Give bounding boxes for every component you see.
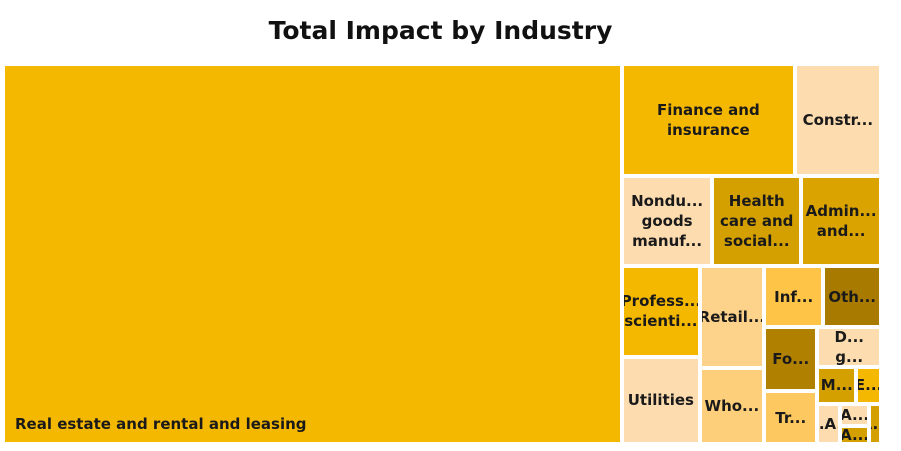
tile: Tr... <box>763 391 818 444</box>
tile: A... <box>839 404 870 427</box>
tile: Fo... <box>763 327 818 392</box>
tile: Retail... <box>699 265 764 368</box>
chart-title: Total Impact by Industry <box>268 16 613 45</box>
tile: Real estate and rental and leasing <box>3 64 623 444</box>
tile-label: Oth... <box>828 287 877 306</box>
tile: Profess... scienti... <box>622 265 700 357</box>
tile-label: D... g... <box>834 327 864 366</box>
tile: Nondu... goods manuf... <box>622 176 713 266</box>
tile: Health care and social... <box>712 176 802 266</box>
tile-label: Retail... <box>699 307 764 326</box>
tile-label: Fo... <box>772 350 810 369</box>
tile-label: A... <box>840 426 870 444</box>
tile-label: A... <box>871 414 879 433</box>
treemap: Real estate and rental and leasing Financ… <box>3 64 881 444</box>
tile: Who... <box>699 367 764 444</box>
tile: A... <box>869 404 881 444</box>
tile: M... <box>817 366 857 405</box>
tile: Inf... <box>763 265 824 328</box>
tile-label: Health care and social... <box>720 191 794 251</box>
tile-label: Inf... <box>774 287 814 306</box>
tile: M.A... <box>817 404 840 444</box>
tile-label: A... <box>840 406 870 425</box>
tile-label: M... <box>820 376 853 395</box>
tile: E... <box>856 366 881 405</box>
tile-label: Who... <box>704 396 760 415</box>
tile-label: Profess... scienti... <box>622 292 700 331</box>
tile-label: Constr... <box>802 110 874 129</box>
tile-label: E... <box>856 376 881 395</box>
tile: D... g... <box>817 327 881 367</box>
tile: Finance and insurance <box>622 64 795 177</box>
tile: Utilities <box>622 357 700 444</box>
tile-label: Real estate and rental and leasing <box>15 414 307 433</box>
tile: Constr... <box>794 64 881 177</box>
tile-label: Finance and insurance <box>656 100 760 140</box>
tile-label: Nondu... goods manuf... <box>631 191 704 251</box>
tile: Oth... <box>823 265 881 328</box>
tile-label: Utilities <box>627 391 694 410</box>
tile-label: Admin... and... <box>805 201 877 240</box>
tile: Admin... and... <box>801 176 881 266</box>
tile: A... <box>839 426 870 444</box>
tile-label: Tr... <box>775 408 807 427</box>
tile-label: M.A... <box>818 414 837 433</box>
